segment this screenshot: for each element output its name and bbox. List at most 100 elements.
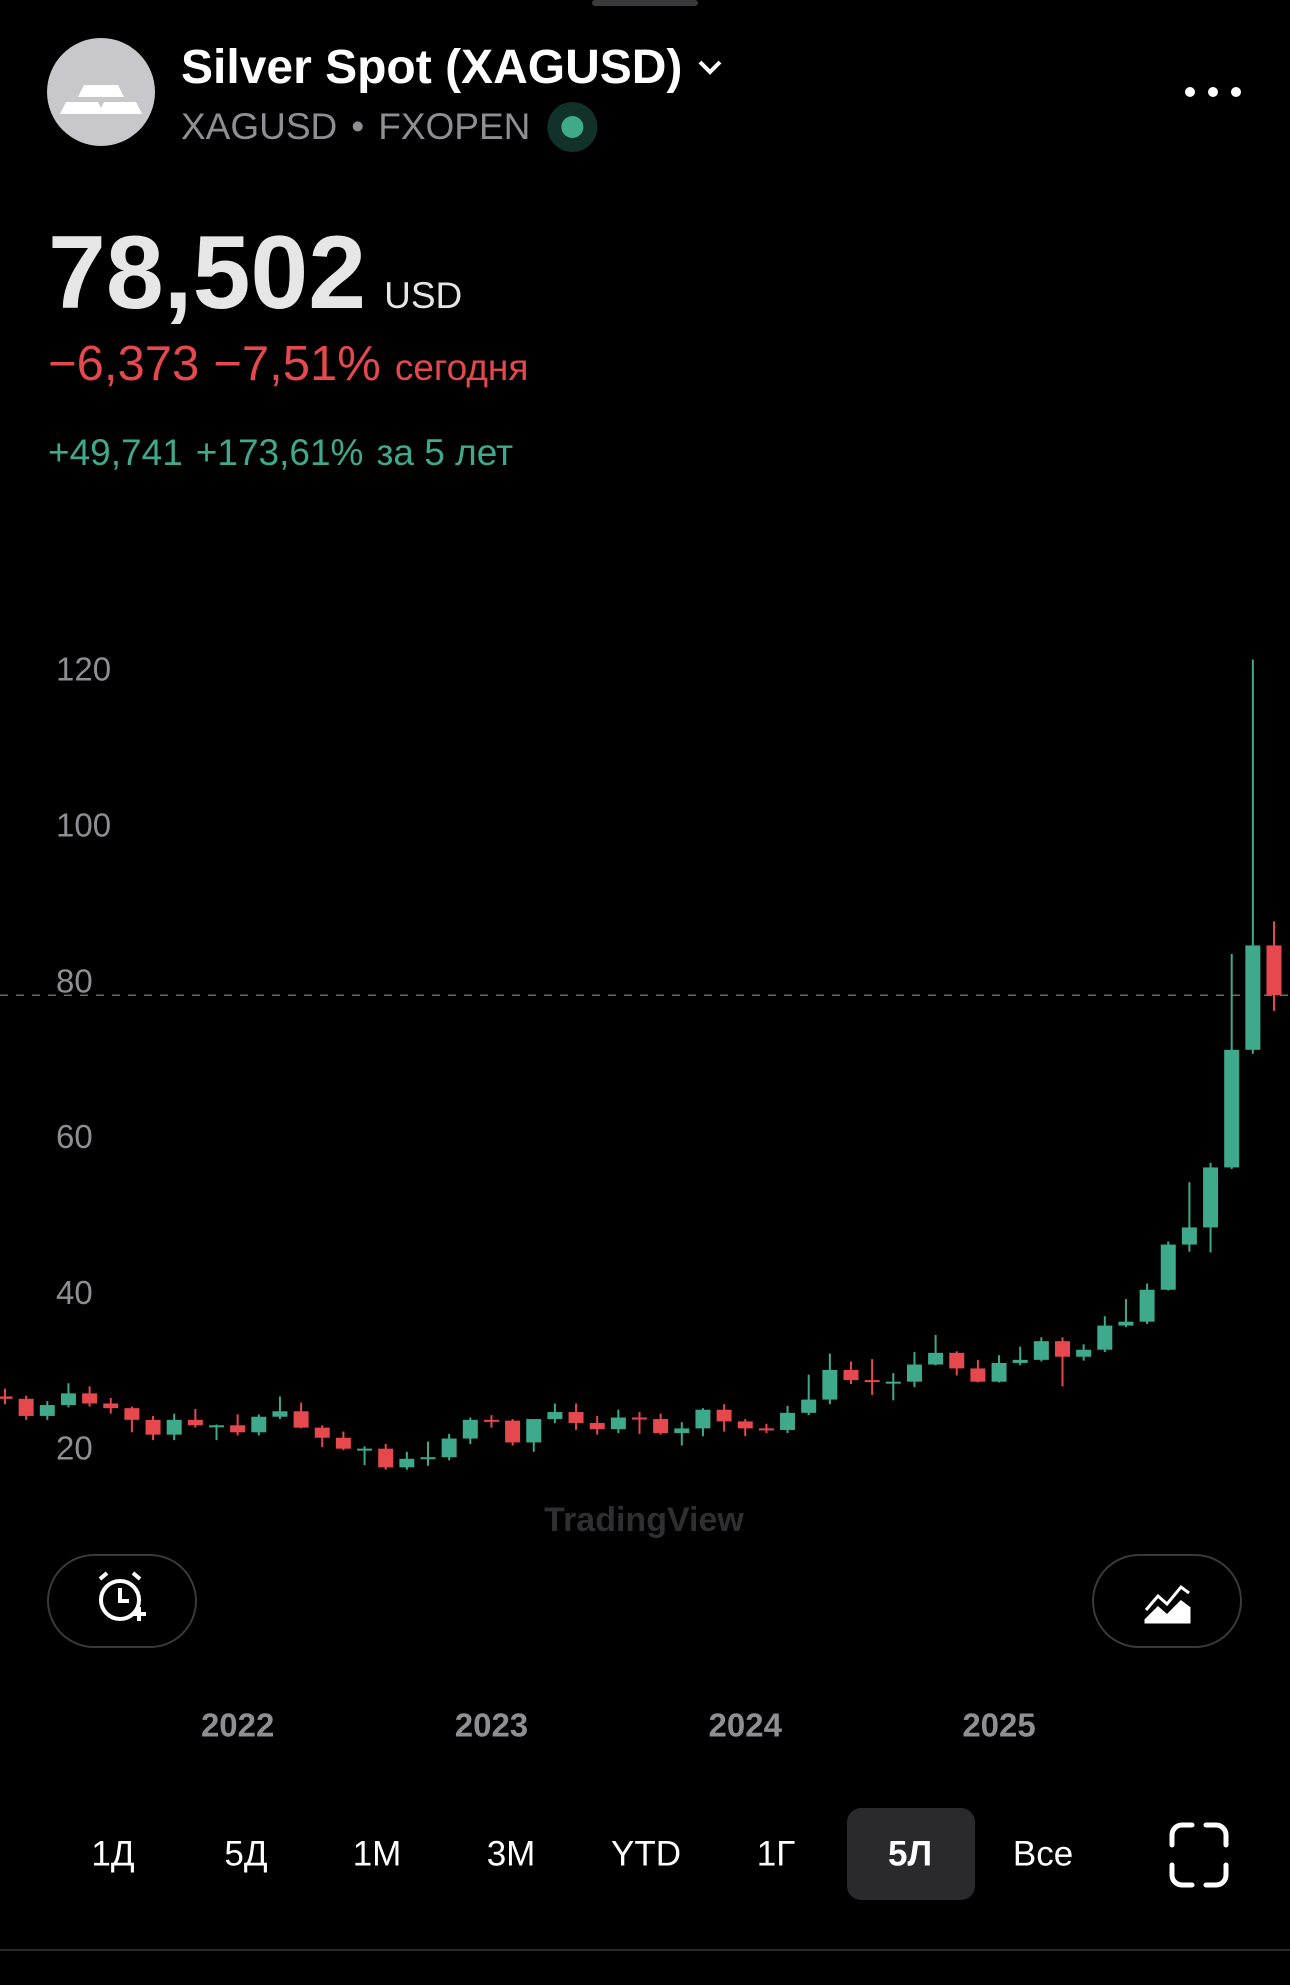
y-tick-label: 100 [56, 807, 111, 844]
candle-body [1118, 1321, 1134, 1326]
candle-body [1203, 1167, 1219, 1228]
silver-bars-icon [60, 85, 142, 114]
candle-body [653, 1419, 669, 1434]
candle-body [166, 1419, 182, 1435]
candle-body [399, 1458, 415, 1468]
selected-range-bg [847, 1808, 975, 1900]
candle-body [187, 1419, 203, 1426]
x-tick-label: 2024 [709, 1707, 783, 1744]
candle-body [314, 1427, 330, 1438]
change-percent: −7,51% [213, 337, 381, 391]
candle-body [60, 1393, 76, 1406]
candle-body [906, 1364, 922, 1382]
candle-body [674, 1428, 690, 1434]
y-tick-label: 80 [56, 962, 93, 999]
y-tick-label: 40 [56, 1274, 93, 1311]
range-button[interactable]: 1М [353, 1834, 402, 1873]
candle-body [1181, 1227, 1197, 1245]
symbol-dropdown[interactable] [698, 60, 722, 75]
range-button[interactable]: Все [1013, 1834, 1073, 1873]
symbol-title[interactable]: Silver Spot (XAGUSD) [181, 41, 683, 94]
candle-body [1160, 1244, 1176, 1290]
candle-body [82, 1393, 98, 1404]
symbol-subtitle: XAGUSD • FXOPEN [181, 106, 530, 148]
separator: • [351, 106, 365, 147]
range-button[interactable]: 1Г [757, 1834, 795, 1873]
range-button[interactable]: 5Д [224, 1834, 267, 1873]
candle-body [716, 1409, 732, 1422]
candle-body [1139, 1289, 1155, 1322]
candle-body [18, 1398, 34, 1416]
candle-body [864, 1380, 880, 1383]
candle-body [991, 1362, 1007, 1382]
range-button[interactable]: 1Д [91, 1834, 134, 1873]
candle-body [1266, 945, 1282, 996]
candle-body [1055, 1341, 1070, 1357]
candle-body [526, 1419, 542, 1443]
candle-body [695, 1409, 711, 1429]
x-tick-label: 2023 [455, 1707, 528, 1744]
candle-body [885, 1381, 901, 1384]
candle-body [547, 1412, 563, 1420]
exchange: FXOPEN [378, 106, 531, 147]
candle-body [209, 1425, 224, 1428]
chart-type-button[interactable] [1092, 1554, 1242, 1648]
candle-body [801, 1399, 817, 1413]
candle-body [420, 1457, 436, 1460]
daily-change: −6,373 −7,51% сегодня [48, 336, 528, 392]
long-change-period: за 5 лет [376, 432, 514, 473]
candle-body [1245, 945, 1261, 1050]
grabber [592, 0, 698, 6]
candle-body [632, 1417, 647, 1420]
y-tick-label: 120 [56, 651, 111, 688]
candle-body [103, 1403, 119, 1409]
candle-body [378, 1448, 394, 1468]
candle-body [1097, 1325, 1113, 1350]
y-tick-label: 20 [56, 1430, 93, 1467]
candle-body [293, 1411, 309, 1428]
range-button[interactable]: 5Л [888, 1834, 932, 1873]
watermark: TradingView [544, 1501, 744, 1539]
candle-body [251, 1416, 267, 1433]
long-change: +49,741 +173,61% за 5 лет [48, 432, 513, 474]
candle-body [39, 1405, 55, 1416]
range-button[interactable]: 3М [487, 1834, 536, 1873]
market-status [561, 116, 584, 138]
symbol-code: XAGUSD [181, 106, 338, 147]
price: 78,502 [48, 215, 367, 331]
candle-body [568, 1412, 584, 1423]
long-change-value: +49,741 [48, 432, 183, 473]
candle-body [335, 1437, 351, 1449]
more-menu[interactable] [1185, 87, 1241, 97]
candle-body [970, 1368, 986, 1382]
candle-body [843, 1369, 859, 1381]
long-change-percent: +173,61% [195, 432, 364, 473]
candle-body [949, 1352, 965, 1369]
candle-body [357, 1448, 373, 1451]
candle-body [0, 1396, 13, 1399]
candle-body [589, 1422, 605, 1430]
candle-body [1033, 1341, 1049, 1360]
candle-body [780, 1412, 796, 1430]
candle-body [737, 1421, 753, 1429]
candle-body [145, 1419, 161, 1435]
candle-body [1076, 1349, 1092, 1357]
y-tick-label: 60 [56, 1118, 93, 1155]
candle-body [483, 1419, 499, 1422]
candle-body [272, 1411, 288, 1417]
x-tick-label: 2025 [962, 1707, 1035, 1744]
price-row: 78,502 USD [48, 214, 462, 333]
fullscreen-button[interactable] [1169, 1822, 1229, 1888]
change: −6,373 [48, 337, 200, 391]
candle-body [610, 1417, 626, 1430]
range-button[interactable]: YTD [611, 1834, 681, 1873]
chart-type-icon [1144, 1584, 1191, 1624]
candle-body [822, 1369, 838, 1400]
candle-body [124, 1408, 140, 1420]
candle-body [230, 1425, 246, 1433]
currency: USD [384, 275, 463, 316]
candle-body [1224, 1049, 1240, 1168]
